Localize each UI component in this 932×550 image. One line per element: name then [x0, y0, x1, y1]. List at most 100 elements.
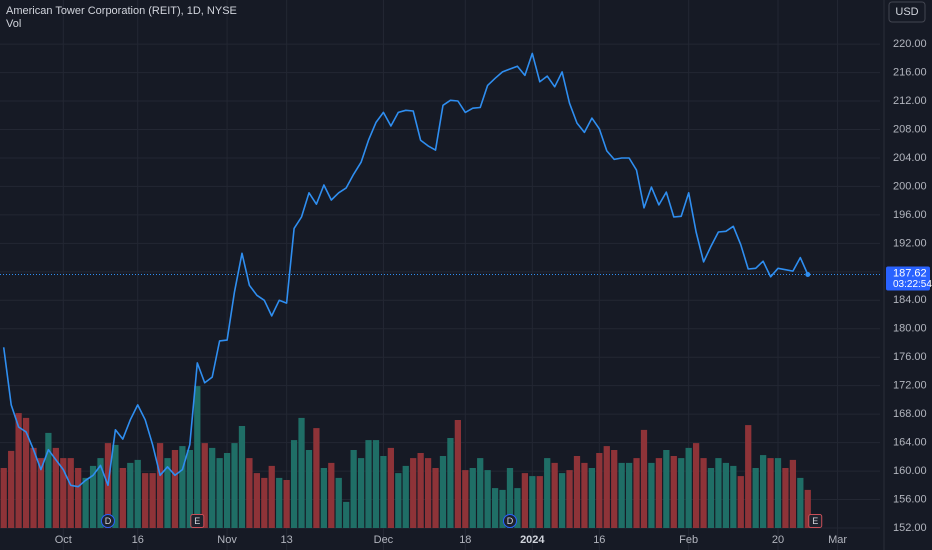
- volume-bar: [357, 458, 365, 528]
- volume-bar: [380, 456, 387, 528]
- volume-bar: [491, 488, 499, 528]
- currency-button[interactable]: [888, 1, 926, 23]
- volume-bar: [410, 458, 417, 528]
- volume-bar: [767, 458, 774, 528]
- volume-bar: [171, 450, 179, 528]
- volume-bar: [164, 458, 171, 528]
- volume-bar: [536, 476, 543, 528]
- volume-bar: [722, 462, 730, 528]
- volume-bar: [588, 468, 596, 528]
- volume-bar: [789, 459, 797, 528]
- volume-bar: [745, 425, 752, 528]
- volume-bar: [97, 458, 104, 528]
- volume-bar: [313, 428, 320, 528]
- x-tick-label: Nov: [217, 534, 237, 546]
- volume-bar: [424, 458, 432, 528]
- volume-bar: [782, 468, 789, 528]
- volume-bar: [37, 458, 45, 528]
- volume-bar: [447, 438, 454, 528]
- x-tick-label: 2024: [520, 534, 545, 546]
- volume-bar: [67, 458, 74, 528]
- x-tick-label: Feb: [679, 534, 698, 546]
- volume-bar: [60, 458, 67, 528]
- volume-bar: [715, 458, 722, 528]
- earnings-marker: [808, 514, 823, 528]
- axes: 152.00 156.00 160.00 164.00 168.00 172.00 176.…: [55, 38, 932, 546]
- volume-bar: [633, 458, 640, 528]
- y-tick-label: 164.00: [893, 437, 927, 449]
- volume-bar: [201, 443, 208, 528]
- dividend-marker: [502, 514, 517, 528]
- volume-bar: [149, 473, 156, 528]
- volume-bar: [82, 477, 89, 528]
- volume-bar: [566, 470, 573, 528]
- volume-bar: [253, 473, 260, 528]
- x-tick-label: Oct: [55, 534, 72, 546]
- volume-bar: [462, 470, 469, 528]
- volume-bar: [640, 429, 648, 528]
- x-tick-label: 13: [281, 534, 293, 546]
- y-tick-label: 180.00: [893, 323, 927, 335]
- volume-bar: [223, 453, 231, 528]
- volume-bar: [544, 458, 551, 528]
- x-tick-label: 20: [772, 534, 784, 546]
- volume-bar: [387, 447, 394, 528]
- x-tick-label: 16: [132, 534, 144, 546]
- event-label: D: [105, 516, 112, 526]
- volume-bar: [439, 456, 447, 528]
- y-tick-label: 176.00: [893, 351, 927, 363]
- volume-bar: [231, 443, 238, 528]
- grid: [0, 0, 880, 550]
- volume-bar: [15, 413, 22, 528]
- y-tick-label: 196.00: [893, 209, 927, 221]
- volume-bar: [611, 450, 618, 528]
- y-tick-label: 220.00: [893, 38, 927, 50]
- volume-bar: [179, 446, 186, 528]
- volume-bar: [22, 417, 30, 528]
- volume-bar: [477, 458, 484, 528]
- volume-bar: [268, 465, 275, 528]
- volume-bar: [343, 501, 350, 528]
- event-label: E: [812, 516, 818, 526]
- volume-bar: [454, 420, 461, 528]
- currency-label[interactable]: USD: [895, 6, 918, 18]
- volume-bar: [603, 446, 610, 528]
- volume-bar: [52, 447, 59, 528]
- volume-bar: [648, 462, 655, 528]
- y-tick-label: 192.00: [893, 237, 927, 249]
- x-tick-label: Dec: [374, 534, 394, 546]
- volume-bar: [625, 462, 633, 528]
- y-tick-label: 212.00: [893, 95, 927, 107]
- volume-bar: [320, 468, 327, 528]
- last-price-badge: [886, 266, 930, 291]
- volume-bar: [156, 443, 164, 528]
- volume-bar: [209, 447, 216, 528]
- volume-bar: [432, 468, 439, 528]
- volume-bar: [402, 465, 409, 528]
- volume-bar: [759, 455, 767, 528]
- volume-bar: [127, 462, 134, 528]
- volume-bar: [365, 440, 372, 528]
- volume-bar: [350, 450, 357, 528]
- volume-bar: [276, 477, 283, 528]
- volume-bar: [655, 458, 663, 528]
- volume-bar: [692, 443, 700, 528]
- volume-bar: [283, 480, 290, 528]
- volume-pane: [0, 386, 811, 528]
- volume-bar: [112, 444, 119, 528]
- volume-bar: [797, 477, 804, 528]
- last-price-label: 187.62: [893, 267, 927, 279]
- y-tick-label: 160.00: [893, 465, 927, 477]
- y-tick-label: 200.00: [893, 180, 927, 192]
- price-line: [2, 52, 809, 488]
- volume-bar: [89, 465, 97, 528]
- y-tick-label: 216.00: [893, 66, 927, 78]
- volume-bar: [663, 450, 670, 528]
- volume-bar: [678, 458, 685, 528]
- volume-bar: [514, 488, 521, 528]
- chart-title: American Tower Corporation (REIT), 1D, N…: [6, 5, 237, 17]
- event-label: E: [194, 516, 200, 526]
- volume-bar: [670, 456, 677, 528]
